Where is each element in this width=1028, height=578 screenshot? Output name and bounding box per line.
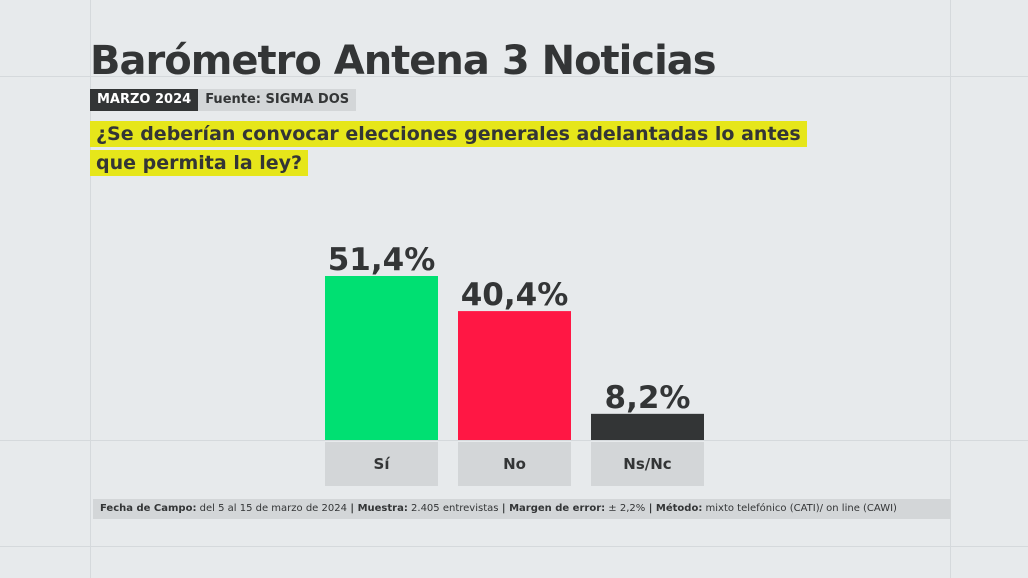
source-tag: Fuente: SIGMA DOS — [198, 89, 357, 111]
bar-no — [458, 311, 571, 440]
value-label-no: 40,4% — [461, 277, 569, 313]
grid-line-vertical-right — [950, 0, 951, 578]
grid-line-horizontal-top — [0, 76, 1028, 77]
category-label-no: No — [503, 455, 526, 473]
date-tag: MARZO 2024 — [90, 89, 199, 111]
footer-metodo-value: mixto telefónico (CATI)/ on line (CAWI) — [702, 503, 897, 514]
category-label-nsnc: Ns/Nc — [623, 455, 671, 473]
meta-tags: MARZO 2024 Fuente: SIGMA DOS — [90, 89, 357, 111]
value-label-nsnc: 8,2% — [605, 380, 691, 416]
footer-separator-1: | — [346, 503, 358, 514]
grid-line-horizontal-bottom — [0, 546, 1028, 547]
value-label-si: 51,4% — [328, 242, 436, 278]
footer-fecha-value: del 5 al 15 de marzo de 2024 — [196, 503, 347, 514]
footer-separator-2: | — [498, 503, 510, 514]
footer-fecha-label: Fecha de Campo: — [100, 503, 197, 514]
footer-metodo-label: Método: — [655, 503, 703, 514]
footer-muestra-label: Muestra: — [357, 503, 408, 514]
bar-si — [325, 276, 438, 440]
grid-line-vertical-left — [90, 0, 91, 578]
footer-margen-label: Margen de error: — [509, 503, 606, 514]
page-title: Barómetro Antena 3 Noticias — [90, 38, 717, 84]
bar-nsnc — [591, 413, 704, 440]
footer-separator-3: | — [645, 503, 656, 514]
category-box-no — [458, 442, 571, 486]
footer-muestra-value: 2.405 entrevistas — [407, 503, 499, 514]
grid-line-horizontal-mid — [0, 440, 1028, 441]
category-box-nsnc — [591, 442, 704, 486]
footer-margen-value: ± 2,2% — [605, 503, 646, 514]
category-label-si: Sí — [374, 455, 391, 473]
footer-methodology: Fecha de Campo: del 5 al 15 de marzo de … — [93, 499, 951, 519]
category-box-si — [325, 442, 438, 486]
survey-question: ¿Se deberían convocar elecciones general… — [90, 120, 810, 178]
